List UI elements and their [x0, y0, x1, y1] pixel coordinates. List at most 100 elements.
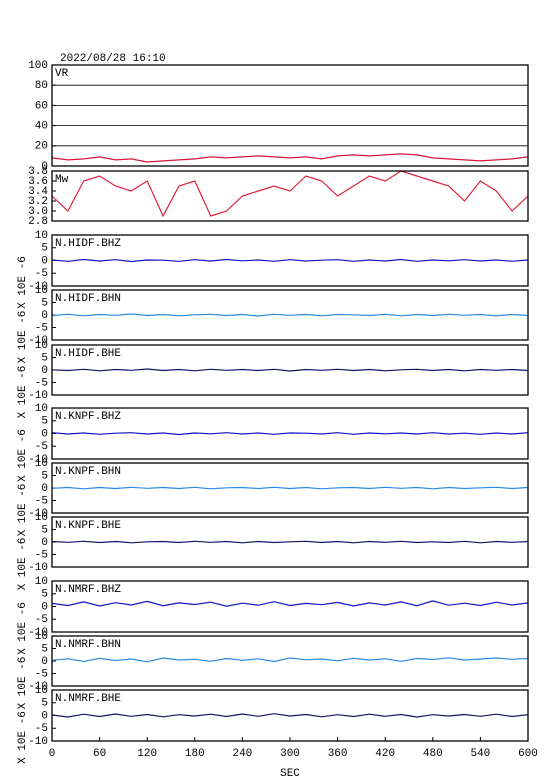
series-line — [51, 713, 529, 718]
y-tick-label: 10 — [35, 230, 48, 242]
panel-frame — [51, 516, 529, 568]
x-tick-label: 600 — [518, 748, 538, 760]
panel-label: N.HIDF.BHN — [55, 293, 121, 305]
y-tick-label: 10 — [35, 631, 48, 643]
panel-label: Mw — [55, 174, 69, 186]
y-tick-label: 3.6 — [28, 176, 48, 188]
y-tick-label: -10 — [28, 454, 48, 466]
y-tick-label: 0 — [41, 310, 48, 322]
panel-frame — [51, 170, 529, 222]
y-tick-label: -5 — [35, 377, 48, 389]
y-tick-label: 0 — [41, 161, 48, 173]
y-tick-label: 100 — [28, 60, 48, 72]
x-tick-label: 360 — [328, 748, 348, 760]
y-tick-label: 0 — [41, 656, 48, 668]
y-tick-label: -5 — [35, 495, 48, 507]
y-tick-label: 80 — [35, 80, 48, 92]
y-tick-label: -10 — [28, 281, 48, 293]
series-line — [51, 657, 529, 663]
series-line — [51, 153, 529, 163]
panel-frame — [51, 234, 529, 287]
y-axis-label: X 10E -6 — [17, 657, 29, 710]
y-tick-label: -5 — [35, 668, 48, 680]
y-tick-label: 10 — [35, 285, 48, 297]
y-tick-label: -5 — [35, 723, 48, 735]
series-line — [51, 432, 529, 436]
panel-label: N.KNPF.BHE — [55, 520, 121, 532]
y-tick-label: 40 — [35, 121, 48, 133]
y-tick-label: 3.4 — [28, 186, 48, 198]
series-line — [51, 540, 529, 544]
y-tick-label: 0 — [41, 428, 48, 440]
y-tick-label: 5 — [41, 524, 48, 536]
x-tick-label: 60 — [93, 748, 106, 760]
series-line — [51, 486, 529, 490]
panel-frame — [51, 407, 529, 460]
panel-frame — [51, 64, 529, 167]
x-tick-label: 120 — [137, 748, 157, 760]
panel-frame — [51, 344, 529, 396]
panel-label: N.KNPF.BHZ — [55, 411, 121, 423]
y-tick-label: 0 — [41, 483, 48, 495]
x-tick-label: 540 — [470, 748, 490, 760]
panel-frame — [51, 462, 529, 514]
panel-frame — [51, 580, 529, 633]
y-tick-label: 5 — [41, 698, 48, 710]
y-tick-label: 3.8 — [28, 166, 48, 178]
panel-label: N.HIDF.BHZ — [55, 238, 121, 250]
y-tick-label: -5 — [35, 268, 48, 280]
x-tick-label: 480 — [423, 748, 443, 760]
y-tick-label: 3.2 — [28, 196, 48, 208]
y-tick-label: 0 — [41, 255, 48, 267]
y-tick-label: 0 — [41, 537, 48, 549]
y-tick-label: -10 — [28, 390, 48, 402]
y-tick-label: -10 — [28, 627, 48, 639]
y-axis-label: X 10E -6 — [17, 429, 29, 482]
y-tick-label: 10 — [35, 576, 48, 588]
y-axis-label: X 10E -6 — [17, 366, 29, 419]
chart-title: 2022/08/28 16:10 — [60, 53, 166, 65]
x-tick-label: 180 — [185, 748, 205, 760]
y-axis-label: X 10E -6 — [17, 311, 29, 364]
y-axis-label: X 10E -6 — [17, 538, 29, 591]
panel-label: N.HIDF.BHE — [55, 348, 121, 360]
y-tick-label: 10 — [35, 403, 48, 415]
y-tick-label: -5 — [35, 441, 48, 453]
y-tick-label: 2.8 — [28, 216, 48, 228]
y-tick-label: -5 — [35, 614, 48, 626]
y-axis-label: X 10E -6 — [17, 711, 29, 764]
y-tick-label: 10 — [35, 340, 48, 352]
y-tick-label: 3.0 — [28, 206, 48, 218]
series-line — [51, 368, 529, 372]
y-tick-label: -10 — [28, 681, 48, 693]
series-line — [51, 170, 529, 218]
y-tick-label: 5 — [41, 352, 48, 364]
panel-label: N.NMRF.BHE — [55, 693, 121, 705]
y-tick-label: 60 — [35, 100, 48, 112]
panel-label: VR — [55, 68, 69, 80]
x-tick-label: 240 — [232, 748, 252, 760]
panel-label: N.NMRF.BHN — [55, 639, 121, 651]
panel-label: N.NMRF.BHZ — [55, 584, 121, 596]
y-tick-label: 5 — [41, 470, 48, 482]
series-line — [51, 600, 529, 607]
y-tick-label: -10 — [28, 736, 48, 748]
series-line — [51, 258, 529, 263]
series-line — [51, 313, 529, 317]
panel-frame — [51, 289, 529, 341]
y-tick-label: -10 — [28, 508, 48, 520]
x-tick-label: 420 — [375, 748, 395, 760]
y-tick-label: 0 — [41, 365, 48, 377]
y-axis-label: X 10E -6 — [17, 256, 29, 309]
panel-frame — [51, 635, 529, 687]
y-tick-label: 0 — [41, 601, 48, 613]
y-tick-label: 20 — [35, 141, 48, 153]
y-tick-label: 5 — [41, 589, 48, 601]
y-tick-label: 0 — [41, 710, 48, 722]
y-tick-label: 10 — [35, 458, 48, 470]
y-tick-label: 5 — [41, 297, 48, 309]
x-axis-label: SEC — [280, 768, 300, 780]
y-tick-label: 5 — [41, 243, 48, 255]
y-tick-label: 10 — [35, 685, 48, 697]
